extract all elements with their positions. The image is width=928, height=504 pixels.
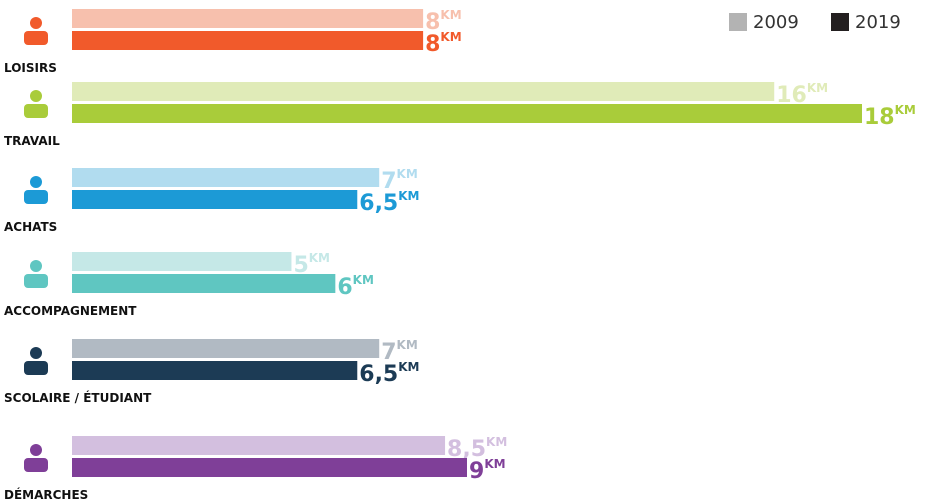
value-unit: KM bbox=[484, 457, 505, 471]
category-icon bbox=[24, 347, 48, 375]
icon-body bbox=[24, 190, 48, 204]
value-label: 7KM bbox=[381, 167, 418, 194]
bar bbox=[72, 31, 424, 50]
value-number: 5 bbox=[293, 253, 308, 278]
value-number: 8 bbox=[425, 10, 440, 35]
category-icon bbox=[24, 444, 48, 472]
value-number: 7 bbox=[381, 169, 396, 194]
category-icon bbox=[24, 90, 48, 118]
category-icon bbox=[24, 176, 48, 204]
bar bbox=[72, 9, 424, 28]
icon-head bbox=[30, 347, 42, 359]
icon-head bbox=[30, 260, 42, 272]
value-unit: KM bbox=[895, 103, 916, 117]
value-number: 8,5 bbox=[447, 437, 486, 462]
bar bbox=[72, 458, 467, 477]
icon-body bbox=[24, 274, 48, 288]
value-number: 18 bbox=[864, 105, 895, 130]
value-label: 18KM bbox=[864, 103, 916, 130]
category-label: ACCOMPAGNEMENT bbox=[4, 304, 137, 318]
value-number: 7 bbox=[381, 340, 396, 365]
value-number: 8 bbox=[425, 32, 440, 57]
category-icon bbox=[24, 260, 48, 288]
icon-head bbox=[30, 444, 42, 456]
category-label: TRAVAIL bbox=[4, 134, 60, 148]
value-label: 16KM bbox=[776, 81, 828, 108]
value-label: 8,5KM bbox=[447, 435, 507, 462]
category-icon bbox=[24, 17, 48, 45]
bar bbox=[72, 361, 358, 380]
value-label: 8KM bbox=[425, 30, 462, 57]
legend-label: 2019 bbox=[855, 12, 901, 33]
bar bbox=[72, 168, 380, 187]
icon-head bbox=[30, 176, 42, 188]
value-unit: KM bbox=[397, 338, 418, 352]
value-label: 6,5KM bbox=[359, 360, 419, 387]
bar bbox=[72, 252, 292, 271]
value-unit: KM bbox=[353, 273, 374, 287]
bar bbox=[72, 190, 358, 209]
category-label: SCOLAIRE / ÉTUDIANT bbox=[4, 390, 152, 405]
icon-body bbox=[24, 31, 48, 45]
value-unit: KM bbox=[440, 30, 461, 44]
legend-swatch bbox=[831, 13, 849, 31]
value-number: 6,5 bbox=[359, 191, 398, 216]
bar bbox=[72, 104, 862, 123]
value-number: 6,5 bbox=[359, 362, 398, 387]
legend-swatch bbox=[729, 13, 747, 31]
icon-body bbox=[24, 361, 48, 375]
category-label: ACHATS bbox=[4, 220, 57, 234]
category-label: DÉMARCHES bbox=[4, 487, 88, 502]
value-label: 7KM bbox=[381, 338, 418, 365]
value-number: 6 bbox=[337, 275, 352, 300]
icon-head bbox=[30, 17, 42, 29]
value-label: 9KM bbox=[469, 457, 506, 484]
value-number: 16 bbox=[776, 83, 807, 108]
value-label: 5KM bbox=[293, 251, 330, 278]
value-unit: KM bbox=[807, 81, 828, 95]
value-unit: KM bbox=[397, 167, 418, 181]
legend-label: 2009 bbox=[753, 12, 799, 33]
value-unit: KM bbox=[398, 189, 419, 203]
icon-head bbox=[30, 90, 42, 102]
icon-body bbox=[24, 104, 48, 118]
value-unit: KM bbox=[486, 435, 507, 449]
value-unit: KM bbox=[398, 360, 419, 374]
value-unit: KM bbox=[309, 251, 330, 265]
value-label: 6KM bbox=[337, 273, 374, 300]
value-unit: KM bbox=[440, 8, 461, 22]
bar bbox=[72, 339, 380, 358]
bar bbox=[72, 436, 446, 455]
bar bbox=[72, 82, 775, 101]
value-label: 6,5KM bbox=[359, 189, 419, 216]
value-number: 9 bbox=[469, 459, 484, 484]
category-label: LOISIRS bbox=[4, 61, 57, 75]
bar bbox=[72, 274, 336, 293]
icon-body bbox=[24, 458, 48, 472]
value-label: 8KM bbox=[425, 8, 462, 35]
